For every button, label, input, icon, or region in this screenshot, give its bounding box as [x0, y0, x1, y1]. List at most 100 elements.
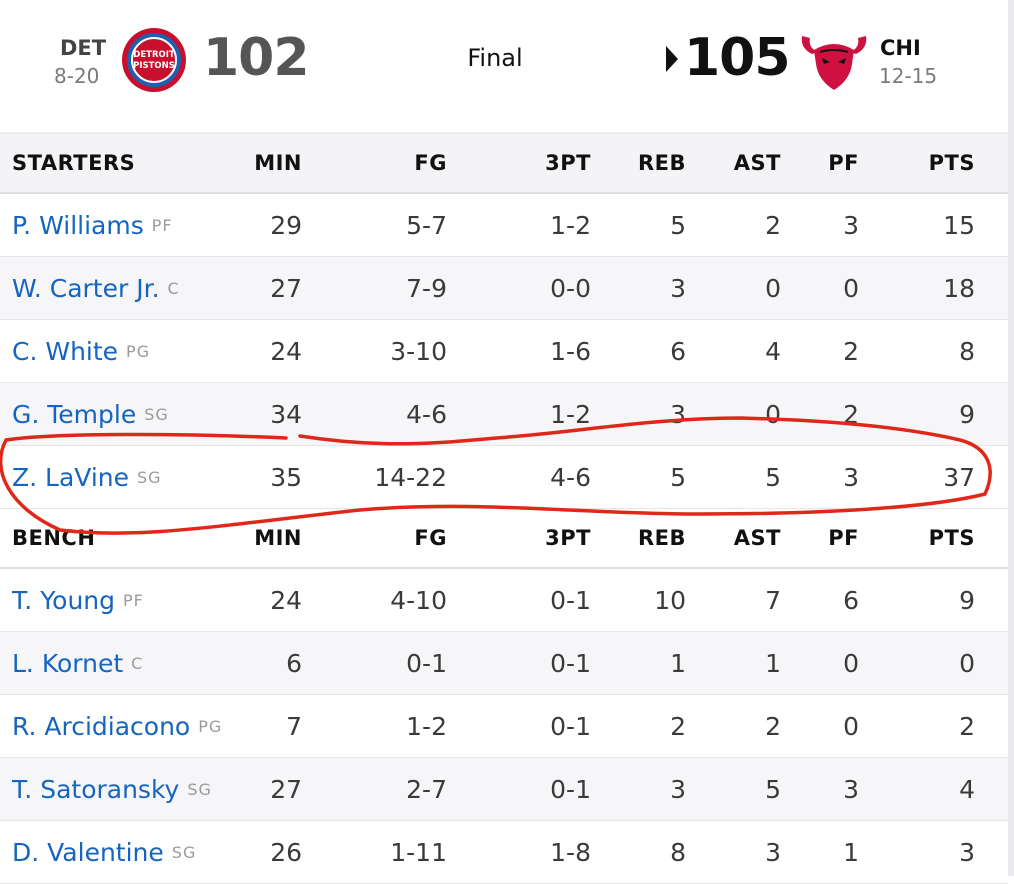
column-header-3pt[interactable]: 3PT — [545, 526, 591, 550]
home-score: 105 — [684, 28, 791, 88]
player-name-cell: T. Satoransky SG — [12, 758, 242, 820]
player-row[interactable]: T. Satoransky SG 27 2-7 0-1 3 5 3 4 — [0, 758, 1008, 821]
player-position: C — [131, 653, 144, 673]
column-header-fg[interactable]: FG — [414, 526, 447, 550]
section-label: STARTERS — [12, 151, 136, 175]
stat-ast: 7 — [765, 585, 781, 615]
player-name-link[interactable]: T. Satoransky — [12, 774, 180, 804]
logo-text-pistons: PISTONS — [133, 61, 175, 71]
stat-pf: 0 — [843, 711, 859, 741]
stat-ast: 5 — [765, 774, 781, 804]
stat-fg: 3-10 — [390, 336, 447, 366]
column-header-ast[interactable]: AST — [733, 151, 781, 175]
player-name-link[interactable]: R. Arcidiacono — [12, 711, 191, 741]
stat-pts: 37 — [943, 462, 975, 492]
column-header-min[interactable]: MIN — [254, 151, 302, 175]
column-header-pf[interactable]: PF — [828, 151, 859, 175]
stat-reb: 5 — [670, 462, 686, 492]
column-header-3pt[interactable]: 3PT — [545, 151, 591, 175]
player-name-cell: Z. LaVine SG — [12, 446, 242, 508]
player-name-link[interactable]: Z. LaVine — [12, 462, 129, 492]
player-row[interactable]: L. Kornet C 6 0-1 0-1 1 1 0 0 — [0, 632, 1008, 695]
stat-pf: 3 — [843, 210, 859, 240]
pistons-logo-icon[interactable]: DETROIT PISTONS — [121, 27, 187, 93]
player-row[interactable]: G. Temple SG 34 4-6 1-2 3 0 2 9 — [0, 383, 1008, 446]
stat-pf: 2 — [843, 399, 859, 429]
stat-min: 27 — [270, 774, 302, 804]
stat-min: 26 — [270, 837, 302, 867]
stat-reb: 10 — [654, 585, 686, 615]
box-score-table: STARTERS MIN FG 3PT REB AST PF PTS P. Williams PF… — [0, 134, 1008, 884]
stat-pf: 0 — [843, 273, 859, 303]
player-name-link[interactable]: P. Williams — [12, 210, 144, 240]
player-name-link[interactable]: G. Temple — [12, 399, 137, 429]
player-position: PG — [198, 716, 223, 736]
scrollbar-track[interactable] — [1008, 0, 1014, 876]
stat-ast: 2 — [765, 210, 781, 240]
stat-ast: 2 — [765, 711, 781, 741]
player-position: PF — [123, 590, 144, 610]
away-score: 102 — [203, 28, 310, 88]
stat-fg: 5-7 — [406, 210, 447, 240]
stat-3pt: 0-1 — [550, 648, 591, 678]
player-position: C — [167, 278, 180, 298]
stat-fg: 4-6 — [406, 399, 447, 429]
caret-right-icon — [666, 46, 678, 72]
stat-reb: 1 — [670, 648, 686, 678]
player-name-link[interactable]: D. Valentine — [12, 837, 164, 867]
stat-3pt: 4-6 — [550, 462, 591, 492]
stat-min: 29 — [270, 210, 302, 240]
column-header-pts[interactable]: PTS — [928, 526, 975, 550]
stat-pts: 4 — [959, 774, 975, 804]
stat-fg: 0-1 — [406, 648, 447, 678]
column-header-fg[interactable]: FG — [414, 151, 447, 175]
stat-reb: 6 — [670, 336, 686, 366]
column-header-reb[interactable]: REB — [637, 151, 686, 175]
player-name-link[interactable]: L. Kornet — [12, 648, 124, 678]
stat-reb: 3 — [670, 774, 686, 804]
home-team-abbr: CHI — [880, 36, 921, 60]
player-row[interactable]: R. Arcidiacono PG 7 1-2 0-1 2 2 0 2 — [0, 695, 1008, 758]
player-row[interactable]: P. Williams PF 29 5-7 1-2 5 2 3 15 — [0, 194, 1008, 257]
stat-3pt: 1-2 — [550, 210, 591, 240]
player-row[interactable]: W. Carter Jr. C 27 7-9 0-0 3 0 0 18 — [0, 257, 1008, 320]
player-position: PF — [151, 215, 173, 235]
stat-pts: 0 — [959, 648, 975, 678]
away-team-abbr: DET — [60, 36, 107, 60]
player-row[interactable]: C. White PG 24 3-10 1-6 6 4 2 8 — [0, 320, 1008, 383]
stat-fg: 14-22 — [374, 462, 447, 492]
stat-min: 34 — [270, 399, 302, 429]
column-header-reb[interactable]: REB — [637, 526, 686, 550]
stat-pf: 1 — [843, 837, 859, 867]
player-row[interactable]: T. Young PF 24 4-10 0-1 10 7 6 9 — [0, 569, 1008, 632]
stat-fg: 1-2 — [406, 711, 447, 741]
stat-pf: 3 — [843, 774, 859, 804]
stat-reb: 5 — [670, 210, 686, 240]
stat-reb: 2 — [670, 711, 686, 741]
stat-ast: 3 — [765, 837, 781, 867]
player-name-cell: P. Williams PF — [12, 194, 242, 256]
away-team-record: 8-20 — [54, 64, 100, 88]
column-header-pf[interactable]: PF — [828, 526, 859, 550]
player-row[interactable]: D. Valentine SG 26 1-11 1-8 8 3 1 3 — [0, 821, 1008, 884]
stat-pts: 9 — [959, 399, 975, 429]
stat-fg: 1-11 — [390, 837, 447, 867]
player-name-link[interactable]: W. Carter Jr. — [12, 273, 160, 303]
stat-pf: 0 — [843, 648, 859, 678]
stat-pf: 3 — [843, 462, 859, 492]
player-row[interactable]: Z. LaVine SG 35 14-22 4-6 5 5 3 37 — [0, 446, 1008, 509]
game-status: Final — [467, 44, 523, 72]
column-header-pts[interactable]: PTS — [928, 151, 975, 175]
player-name-cell: L. Kornet C — [12, 632, 242, 694]
player-name-link[interactable]: T. Young — [12, 585, 116, 615]
column-header-ast[interactable]: AST — [733, 526, 781, 550]
player-name-cell: W. Carter Jr. C — [12, 257, 242, 319]
bulls-logo-icon[interactable] — [798, 28, 870, 92]
column-header-min[interactable]: MIN — [254, 526, 302, 550]
section-header-row: BENCH MIN FG 3PT REB AST PF PTS — [0, 509, 1008, 569]
stat-pts: 15 — [943, 210, 975, 240]
stat-min: 35 — [270, 462, 302, 492]
player-name-link[interactable]: C. White — [12, 336, 119, 366]
stat-pf: 2 — [843, 336, 859, 366]
section-header-row: STARTERS MIN FG 3PT REB AST PF PTS — [0, 134, 1008, 194]
